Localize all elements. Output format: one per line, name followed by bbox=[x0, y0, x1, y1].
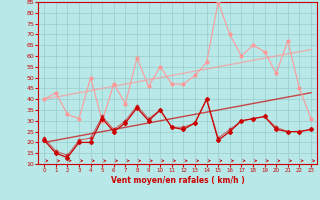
X-axis label: Vent moyen/en rafales ( km/h ): Vent moyen/en rafales ( km/h ) bbox=[111, 176, 244, 185]
